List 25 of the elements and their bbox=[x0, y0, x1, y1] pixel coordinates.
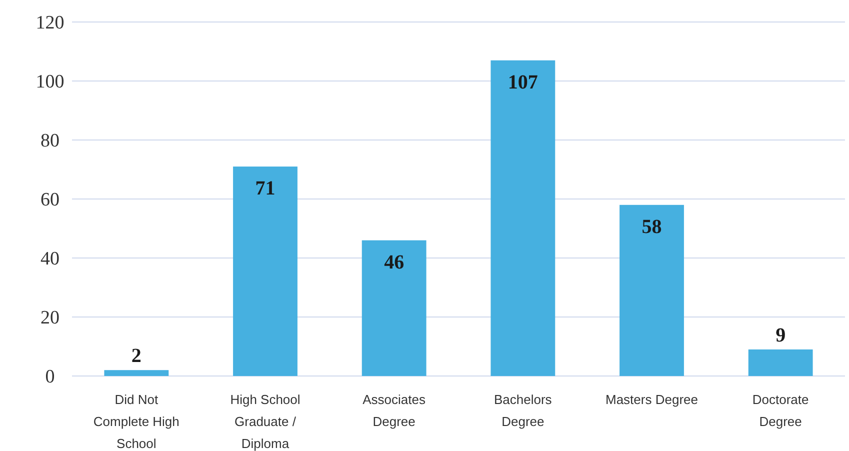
y-tick-label: 20 bbox=[40, 308, 60, 329]
bar bbox=[362, 240, 426, 376]
data-label: 71 bbox=[255, 178, 276, 200]
bar bbox=[233, 166, 298, 376]
data-label: 9 bbox=[776, 324, 786, 346]
y-tick-label: 0 bbox=[45, 366, 55, 388]
data-label: 107 bbox=[508, 71, 538, 94]
bar bbox=[490, 60, 556, 376]
y-tick-label: 80 bbox=[40, 130, 60, 152]
x-tick-label: Associates Degree bbox=[362, 392, 426, 429]
data-label: 46 bbox=[384, 251, 404, 274]
bar bbox=[104, 370, 169, 376]
data-label: 58 bbox=[642, 216, 662, 238]
y-tick-label: 40 bbox=[40, 248, 60, 270]
y-tick-label: 100 bbox=[36, 72, 64, 93]
x-tick-label: High School Graduate / Diploma bbox=[230, 392, 300, 451]
bar bbox=[620, 204, 684, 376]
x-tick-label: Bachelors Degree bbox=[494, 392, 552, 429]
y-tick-label: 60 bbox=[40, 190, 60, 211]
data-label: 2 bbox=[131, 345, 142, 368]
y-tick-label: 120 bbox=[36, 12, 64, 34]
bar bbox=[748, 349, 813, 376]
x-tick-label: Did Not Complete High School bbox=[93, 392, 180, 451]
x-tick-label: Doctorate Degree bbox=[752, 392, 809, 429]
x-tick-label: Masters Degree bbox=[606, 392, 698, 407]
